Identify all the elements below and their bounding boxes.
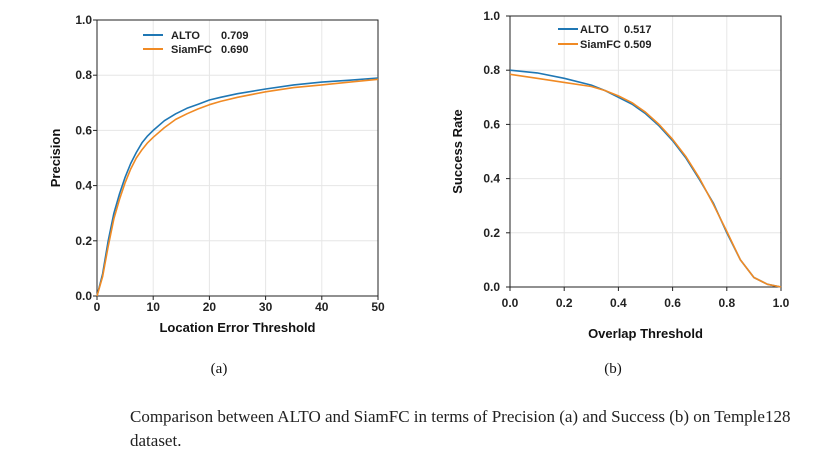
y-tick-label: 1.0 <box>483 9 500 23</box>
figure-caption: Comparison between ALTO and SiamFC in te… <box>130 407 791 450</box>
panel-label: (b) <box>604 361 622 377</box>
y-tick-label: 0.0 <box>483 280 500 294</box>
legend-score-siamfc: 0.690 <box>221 44 249 56</box>
x-tick-label: 0.8 <box>718 296 735 310</box>
y-axis-title: Success Rate <box>450 109 465 194</box>
series-line-alto <box>96 77 379 297</box>
legend-score-alto: 0.517 <box>624 24 652 36</box>
chart-panel-success: 0.0 0.2 0.4 0.6 0.8 1.0 0.0 0.2 0.4 0.6 0.8 1.0 Over… <box>450 9 790 377</box>
series-line-siamfc <box>509 73 782 288</box>
legend-label-alto: ALTO <box>580 24 609 36</box>
x-axis-title: Overlap Threshold <box>588 326 703 341</box>
legend-label-alto: ALTO <box>171 30 200 42</box>
x-tick-label: 0.4 <box>610 296 627 310</box>
x-tick-label: 30 <box>259 300 273 314</box>
x-tick-label: 50 <box>371 300 385 314</box>
y-tick-label: 1.0 <box>75 13 92 27</box>
x-tick-label: 0 <box>94 300 101 314</box>
chart-panel-precision: 0 10 20 30 40 50 0.0 0.2 0.4 0.6 0.8 1.0 Location Er… <box>48 13 385 377</box>
y-tick-label: 0.0 <box>75 289 92 303</box>
x-tick-label: 1.0 <box>773 296 790 310</box>
y-tick-label: 0.4 <box>483 172 500 186</box>
y-tick-label: 0.2 <box>483 226 500 240</box>
x-tick-label: 0.6 <box>664 296 681 310</box>
y-tick-label: 0.8 <box>483 63 500 77</box>
legend-label-siamfc: SiamFC <box>171 44 212 56</box>
legend-label-siamfc: SiamFC <box>580 39 621 51</box>
x-tick-label: 10 <box>147 300 161 314</box>
series-line-siamfc <box>96 78 379 297</box>
plot-frame <box>96 19 379 297</box>
plot-frame <box>509 15 782 288</box>
x-tick-label: 0.2 <box>556 296 573 310</box>
x-tick-label: 20 <box>203 300 217 314</box>
x-tick-label: 40 <box>315 300 329 314</box>
x-tick-label: 0.0 <box>502 296 519 310</box>
x-axis-title: Location Error Threshold <box>159 320 315 335</box>
legend-score-siamfc: 0.509 <box>624 39 652 51</box>
panel-label: (a) <box>211 361 228 377</box>
y-tick-label: 0.8 <box>75 68 92 82</box>
y-axis-title: Precision <box>48 129 63 188</box>
legend-score-alto: 0.709 <box>221 30 249 42</box>
y-tick-label: 0.4 <box>75 179 92 193</box>
y-tick-label: 0.6 <box>75 123 92 137</box>
legend: ALTO 0.709 SiamFC 0.690 <box>143 30 249 56</box>
y-tick-label: 0.2 <box>75 234 92 248</box>
y-tick-label: 0.6 <box>483 117 500 131</box>
